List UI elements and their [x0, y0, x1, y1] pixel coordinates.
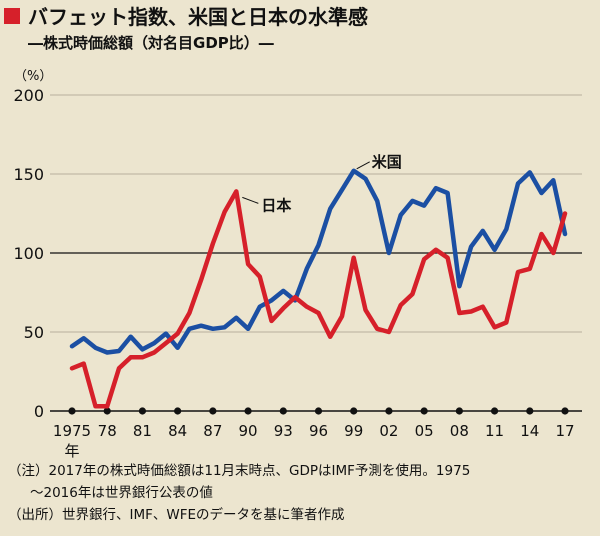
x-tick-dot-1984: [174, 407, 182, 415]
x-tick-dot-1978: [103, 407, 111, 415]
x-unit-label: 年: [64, 442, 79, 460]
x-tick-dot-1987: [209, 407, 217, 415]
y-unit-label: （%）: [14, 69, 52, 84]
x-tick-label-1978: 78: [98, 422, 117, 440]
y-tick-label-150: 150: [13, 165, 44, 184]
japan-leader-line: [242, 196, 259, 204]
x-tick-label-2002: 02: [379, 422, 398, 440]
series-line-us: [69, 168, 568, 355]
x-tick-label-2017: 17: [555, 422, 574, 440]
title-row: バフェット指数、米国と日本の水準感: [4, 2, 368, 29]
series-label-us: 米国: [372, 153, 402, 171]
x-tick-label-1996: 96: [309, 422, 328, 440]
x-tick-dot-2011: [490, 407, 499, 415]
y-tick-label-0: 0: [34, 402, 44, 421]
x-tick-label-1990: 90: [239, 422, 258, 440]
x-tick-dot-2014: [526, 407, 534, 415]
x-tick-dot-1975: [68, 407, 76, 415]
x-tick-label-2011: 11: [485, 422, 504, 440]
chart-title: バフェット指数、米国と日本の水準感: [28, 4, 368, 29]
buffett-index-chart: 0 50 100 150 200 （%） 1975 78 81 84 87 90 93 96 99 02 05 0…: [13, 69, 582, 460]
source-line: （出所）世界銀行、IMF、WFEのデータを基に筆者作成: [8, 507, 345, 523]
x-tick-dot-1999: [350, 407, 358, 415]
x-tick-dot-1993: [279, 407, 287, 415]
x-tick-dot-2005: [420, 407, 428, 415]
x-tick-label-1999: 99: [344, 422, 363, 440]
x-tick-dot-2017: [561, 407, 569, 415]
y-tick-label-100: 100: [13, 244, 44, 263]
x-tick-dot-2008: [455, 407, 463, 415]
x-tick-label-2014: 14: [520, 422, 539, 440]
us-leader-line: [356, 161, 370, 170]
series-line-japan: [69, 189, 568, 409]
note-line-1: （注）2017年の株式時価総額は11月末時点、GDPはIMF予測を使用。1975: [8, 463, 471, 479]
note-line-2: ～2016年は世界銀行公表の値: [30, 485, 213, 501]
x-tick-dot-1996: [314, 407, 323, 415]
x-tick-label-1975: 1975: [53, 422, 91, 440]
x-tick-dot-2002: [385, 407, 393, 415]
series-label-japan: 日本: [261, 196, 291, 214]
y-tick-label-50: 50: [24, 323, 44, 342]
x-tick-label-1984: 84: [168, 422, 187, 440]
x-tick-label-1993: 93: [274, 422, 293, 440]
x-tick-label-2005: 05: [415, 422, 434, 440]
y-tick-label-200: 200: [13, 86, 44, 105]
x-tick-label-2008: 08: [450, 422, 469, 440]
x-tick-label-1981: 81: [133, 422, 152, 440]
chart-subtitle: ―株式時価総額（対名目GDP比）―: [28, 34, 274, 52]
x-tick-label-1987: 87: [203, 422, 222, 440]
x-tick-dot-1981: [138, 407, 147, 415]
title-marker: [4, 8, 20, 24]
x-tick-dot-1990: [244, 407, 252, 415]
notes: （注）2017年の株式時価総額は11月末時点、GDPはIMF予測を使用。1975…: [8, 460, 594, 526]
